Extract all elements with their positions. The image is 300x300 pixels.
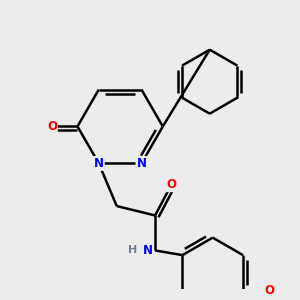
Text: N: N: [136, 157, 146, 170]
Text: H: H: [128, 245, 138, 255]
Text: N: N: [94, 157, 104, 170]
Text: O: O: [47, 120, 57, 133]
Text: O: O: [265, 284, 275, 297]
Text: O: O: [166, 178, 176, 191]
Text: N: N: [142, 244, 152, 257]
